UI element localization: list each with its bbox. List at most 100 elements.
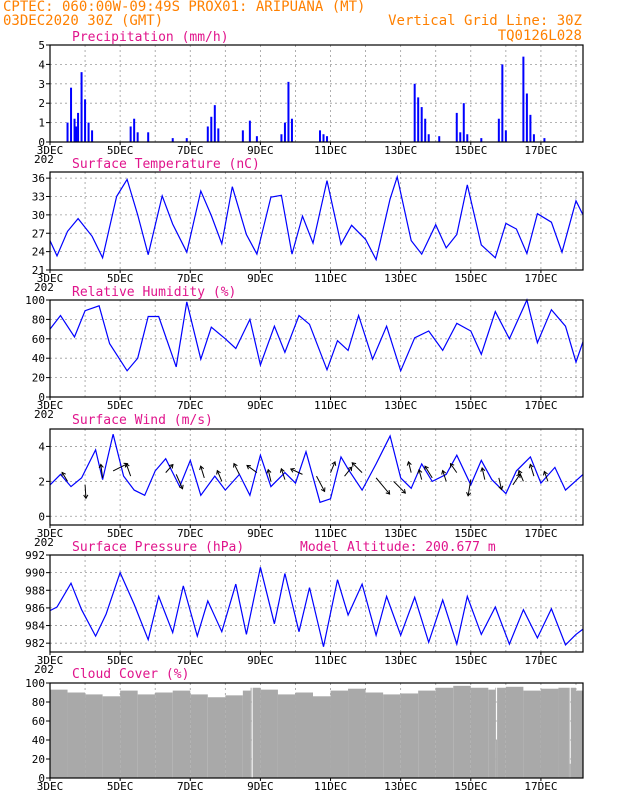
precip-year-label: 202: [34, 153, 54, 166]
precip-bar: [466, 134, 469, 142]
cloud-area-segment: [497, 687, 506, 778]
wind-vector-head: [351, 462, 357, 467]
cloud-ytick-label: 100: [25, 677, 45, 690]
precip-bar: [91, 130, 94, 142]
wind-vector: [351, 462, 363, 473]
cloud-area-segment: [435, 687, 454, 778]
precip-bar: [427, 134, 430, 142]
wind-vector-head: [480, 467, 486, 472]
humidity-xtick-label: 3DEC: [37, 399, 64, 412]
humidity-xtick-label: 5DEC: [107, 399, 134, 412]
pressure-frame: [49, 554, 584, 653]
pressure-year-label: 202: [34, 663, 54, 676]
precip-ytick-label: 3: [38, 78, 45, 91]
wind-vector-head: [124, 462, 130, 468]
precip-xtick-label: 3DEC: [37, 144, 64, 157]
cloud-area-segment: [505, 686, 524, 778]
wind-vector-head: [417, 468, 423, 474]
wind-vector: [442, 470, 447, 482]
cloud-area-segment: [569, 763, 571, 778]
cloud-area-segment: [155, 692, 173, 778]
wind-title: Surface Wind (m/s): [72, 413, 213, 428]
precip-bar: [133, 118, 136, 142]
wind-vector: [330, 461, 336, 473]
wind-vector-head: [528, 463, 534, 469]
cloud-area-segment: [252, 687, 261, 778]
precip-bar: [462, 103, 465, 142]
temp-xtick-label: 11DEC: [314, 272, 347, 285]
wind-vector-head: [449, 462, 455, 468]
wind-xtick-label: 15DEC: [454, 527, 487, 540]
humidity-frame: [49, 299, 584, 398]
wind-vector: [175, 474, 183, 489]
header-line1: CPTEC: 060:00W-09:49S PROX01: ARIPUANA (…: [3, 0, 365, 15]
precip-bar: [522, 56, 525, 142]
precip-bar: [417, 97, 420, 142]
model-altitude-label: Model Altitude: 200.677 m: [300, 540, 496, 555]
pressure-xtick-label: 3DEC: [37, 654, 64, 667]
precip-bar: [529, 114, 532, 142]
precip-xtick-label: 5DEC: [107, 144, 134, 157]
temp-xtick-label: 9DEC: [247, 272, 274, 285]
cloud-area-segment: [495, 687, 497, 778]
precip-bar: [241, 130, 244, 142]
wind-ytick-label: 0: [38, 510, 45, 523]
wind-vector: [165, 464, 174, 473]
cloud-title: Cloud Cover (%): [72, 667, 189, 682]
wind-vector-head: [347, 466, 353, 472]
wind-vector-head: [233, 462, 238, 468]
pressure-xtick-label: 5DEC: [107, 654, 134, 667]
pressure-xtick-label: 17DEC: [524, 654, 557, 667]
cloud-xtick-label: 7DEC: [177, 780, 204, 793]
wind-vector: [290, 468, 303, 475]
cloud-area-segment: [172, 690, 191, 778]
humidity-xtick-label: 15DEC: [454, 399, 487, 412]
precip-ytick-label: 5: [38, 39, 45, 52]
precip-ytick-label: 4: [38, 58, 45, 71]
wind-frame: [49, 428, 584, 526]
cloud-area-segment: [496, 740, 498, 778]
cloud-ytick-label: 0: [38, 772, 45, 785]
wind-vector-head: [61, 471, 66, 477]
cloud-area-segment: [383, 694, 401, 778]
temp-xtick-label: 7DEC: [177, 272, 204, 285]
precip-bar: [84, 99, 87, 142]
wind-vector: [498, 477, 503, 490]
wind-vector: [407, 461, 412, 473]
wind-vector: [393, 481, 406, 494]
wind-xtick-label: 3DEC: [37, 527, 64, 540]
cloud-frame: [49, 682, 584, 779]
humidity-title: Relative Humidity (%): [72, 285, 236, 300]
wind-vector-head: [123, 462, 129, 468]
header-model-id: TQ0126L028: [498, 28, 582, 44]
temp-ytick-label: 24: [32, 246, 46, 259]
cloud-ytick-label: 80: [32, 696, 45, 709]
wind-series-line: [49, 434, 584, 504]
precip-bar: [501, 64, 504, 142]
wind-xtick-label: 17DEC: [524, 527, 557, 540]
wind-vector-head: [498, 485, 504, 491]
temp-panel: 21 24 27 30 33 36 3DEC 5DEC 7DEC 9DEC 11DEC 13DEC 15…: [32, 171, 584, 294]
precip-bar: [413, 83, 416, 142]
wind-xtick-label: 13DEC: [384, 527, 417, 540]
cloud-xtick-label: 13DEC: [384, 780, 417, 793]
cloud-area-segment: [295, 692, 313, 778]
wind-vector-head: [199, 465, 205, 471]
humidity-xtick-label: 9DEC: [247, 399, 274, 412]
precip-ytick-label: 0: [38, 136, 45, 149]
wind-vector: [100, 464, 104, 478]
panels-layer: 0 1 2 3 4 5 3DEC 5DEC 7DEC 9DEC 11DEC 13DEC 15DEC 17D…: [25, 39, 584, 793]
cloud-area-segment: [120, 690, 138, 778]
wind-vector: [529, 464, 535, 477]
precip-bar: [322, 134, 325, 142]
cloud-area-segment: [50, 689, 68, 778]
cloud-area-segment: [568, 687, 570, 778]
temp-xtick-label: 15DEC: [454, 272, 487, 285]
cloud-area-segment: [470, 687, 489, 778]
cloud-area-segment: [137, 694, 156, 778]
precip-bar: [459, 132, 462, 142]
humidity-xtick-label: 17DEC: [524, 399, 557, 412]
cloud-area-segment: [570, 687, 576, 778]
wind-vector-head: [466, 491, 472, 497]
humidity-ytick-label: 100: [25, 294, 45, 307]
